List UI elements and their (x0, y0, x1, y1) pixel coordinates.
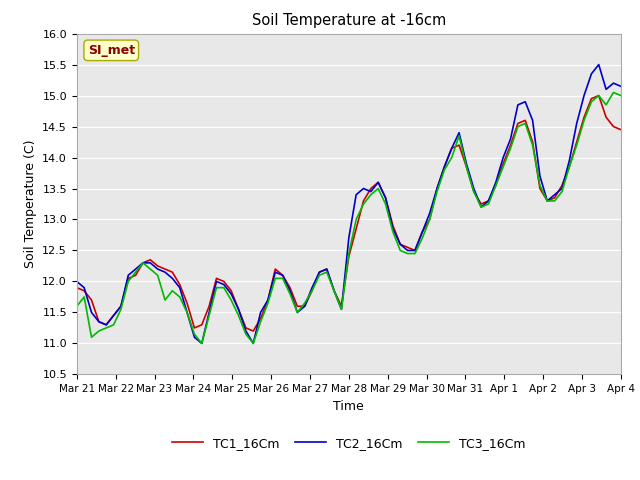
TC3_16Cm (610, 90, 618, 96)
TC3_16Cm (566, 164, 573, 170)
TC2_16Cm (514, 102, 522, 108)
TC3_16Cm (73, 303, 81, 309)
TC2_16Cm (117, 303, 125, 309)
X-axis label: Time: Time (333, 400, 364, 413)
TC1_16Cm (529, 139, 536, 145)
Text: SI_met: SI_met (88, 44, 135, 57)
TC1_16Cm (595, 93, 603, 98)
TC2_16Cm (198, 340, 205, 346)
TC2_16Cm (595, 62, 603, 68)
TC1_16Cm (617, 127, 625, 132)
TC1_16Cm (73, 285, 81, 290)
TC3_16Cm (507, 145, 515, 151)
TC3_16Cm (617, 93, 625, 98)
TC2_16Cm (73, 278, 81, 284)
TC1_16Cm (117, 303, 125, 309)
Y-axis label: Soil Temperature (C): Soil Temperature (C) (24, 140, 36, 268)
TC2_16Cm (617, 84, 625, 89)
Line: TC3_16Cm: TC3_16Cm (77, 93, 621, 343)
TC1_16Cm (250, 328, 257, 334)
TC2_16Cm (492, 180, 500, 185)
TC1_16Cm (514, 120, 522, 126)
TC3_16Cm (492, 182, 500, 188)
TC2_16Cm (507, 136, 515, 142)
Line: TC2_16Cm: TC2_16Cm (77, 65, 621, 343)
TC1_16Cm (566, 164, 573, 170)
TC1_16Cm (507, 142, 515, 148)
Line: TC1_16Cm: TC1_16Cm (77, 96, 621, 331)
TC1_16Cm (492, 182, 500, 188)
TC2_16Cm (566, 158, 573, 164)
TC3_16Cm (529, 142, 536, 148)
Title: Soil Temperature at -16cm: Soil Temperature at -16cm (252, 13, 446, 28)
TC2_16Cm (529, 118, 536, 123)
Legend: TC1_16Cm, TC2_16Cm, TC3_16Cm: TC1_16Cm, TC2_16Cm, TC3_16Cm (167, 432, 531, 455)
TC3_16Cm (117, 306, 125, 312)
TC3_16Cm (198, 340, 205, 346)
TC3_16Cm (514, 124, 522, 130)
